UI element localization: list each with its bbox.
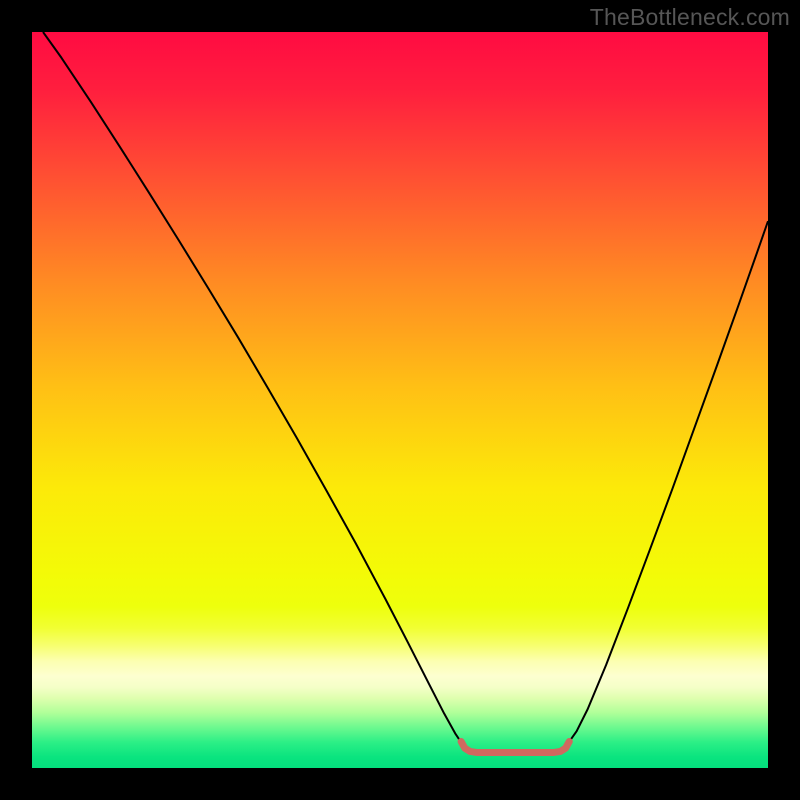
chart-frame: TheBottleneck.com	[0, 0, 800, 800]
chart-svg	[32, 32, 768, 768]
watermark-text: TheBottleneck.com	[590, 4, 790, 31]
plot-area	[32, 32, 768, 768]
gradient-background	[32, 32, 768, 768]
